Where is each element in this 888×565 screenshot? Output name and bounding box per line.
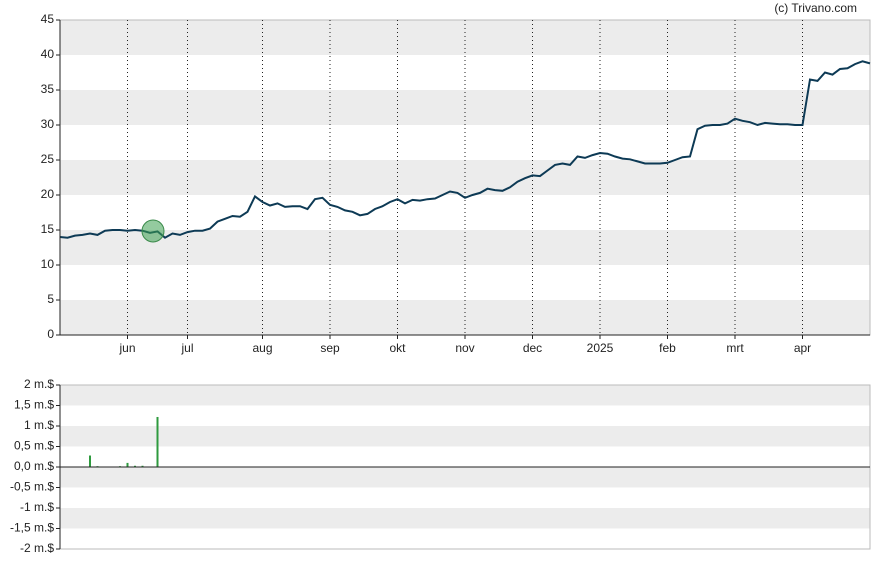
y-tick-label: -0,5 m.$ — [10, 480, 54, 494]
grid-band — [60, 426, 870, 447]
volume-bar — [134, 465, 136, 467]
grid-band — [60, 508, 870, 529]
x-tick-label: nov — [455, 341, 474, 355]
x-tick-label: okt — [389, 341, 406, 355]
grid-band — [60, 385, 870, 406]
price-line — [59, 60, 871, 239]
x-tick-label: sep — [320, 341, 340, 355]
x-tick-label: dec — [523, 341, 542, 355]
y-tick-label: 20 — [41, 187, 55, 201]
grid-band — [60, 20, 870, 55]
y-tick-label: 15 — [41, 222, 55, 236]
y-tick-label: 35 — [41, 82, 55, 96]
event-marker — [141, 219, 165, 243]
volume-bar — [141, 465, 144, 467]
y-tick-label: 40 — [41, 47, 55, 61]
grid-band — [60, 160, 870, 195]
y-tick-label: 5 — [47, 292, 54, 306]
y-tick-label: -1 m.$ — [20, 500, 54, 514]
grid-band — [60, 90, 870, 125]
y-tick-label: 45 — [41, 12, 55, 26]
y-tick-label: 0,0 m.$ — [14, 459, 54, 473]
y-tick-label: 1 m.$ — [24, 418, 54, 432]
y-tick-label: 10 — [41, 257, 55, 271]
y-tick-label: -1,5 m.$ — [10, 521, 54, 535]
grid-band — [60, 300, 870, 335]
x-tick-label: jun — [118, 341, 135, 355]
x-tick-label: apr — [794, 341, 811, 355]
x-tick-label: feb — [659, 341, 676, 355]
volume-bar — [89, 455, 91, 467]
y-tick-label: -2 m.$ — [20, 541, 54, 555]
grid-band — [60, 230, 870, 265]
x-tick-label: jul — [180, 341, 193, 355]
volume-bar — [126, 462, 129, 467]
y-tick-label: 30 — [41, 117, 55, 131]
grid-band — [60, 467, 870, 488]
y-tick-label: 0 — [47, 327, 54, 341]
y-tick-label: 2 m.$ — [24, 377, 54, 391]
credit: (c) Trivano.com — [774, 1, 857, 15]
x-tick-label: aug — [252, 341, 272, 355]
x-tick-label: 2025 — [587, 341, 614, 355]
x-tick-label: mrt — [726, 341, 744, 355]
y-tick-label: 0,5 m.$ — [14, 439, 54, 453]
y-tick-label: 25 — [41, 152, 55, 166]
volume-bar — [156, 416, 159, 467]
y-tick-label: 1,5 m.$ — [14, 398, 54, 412]
